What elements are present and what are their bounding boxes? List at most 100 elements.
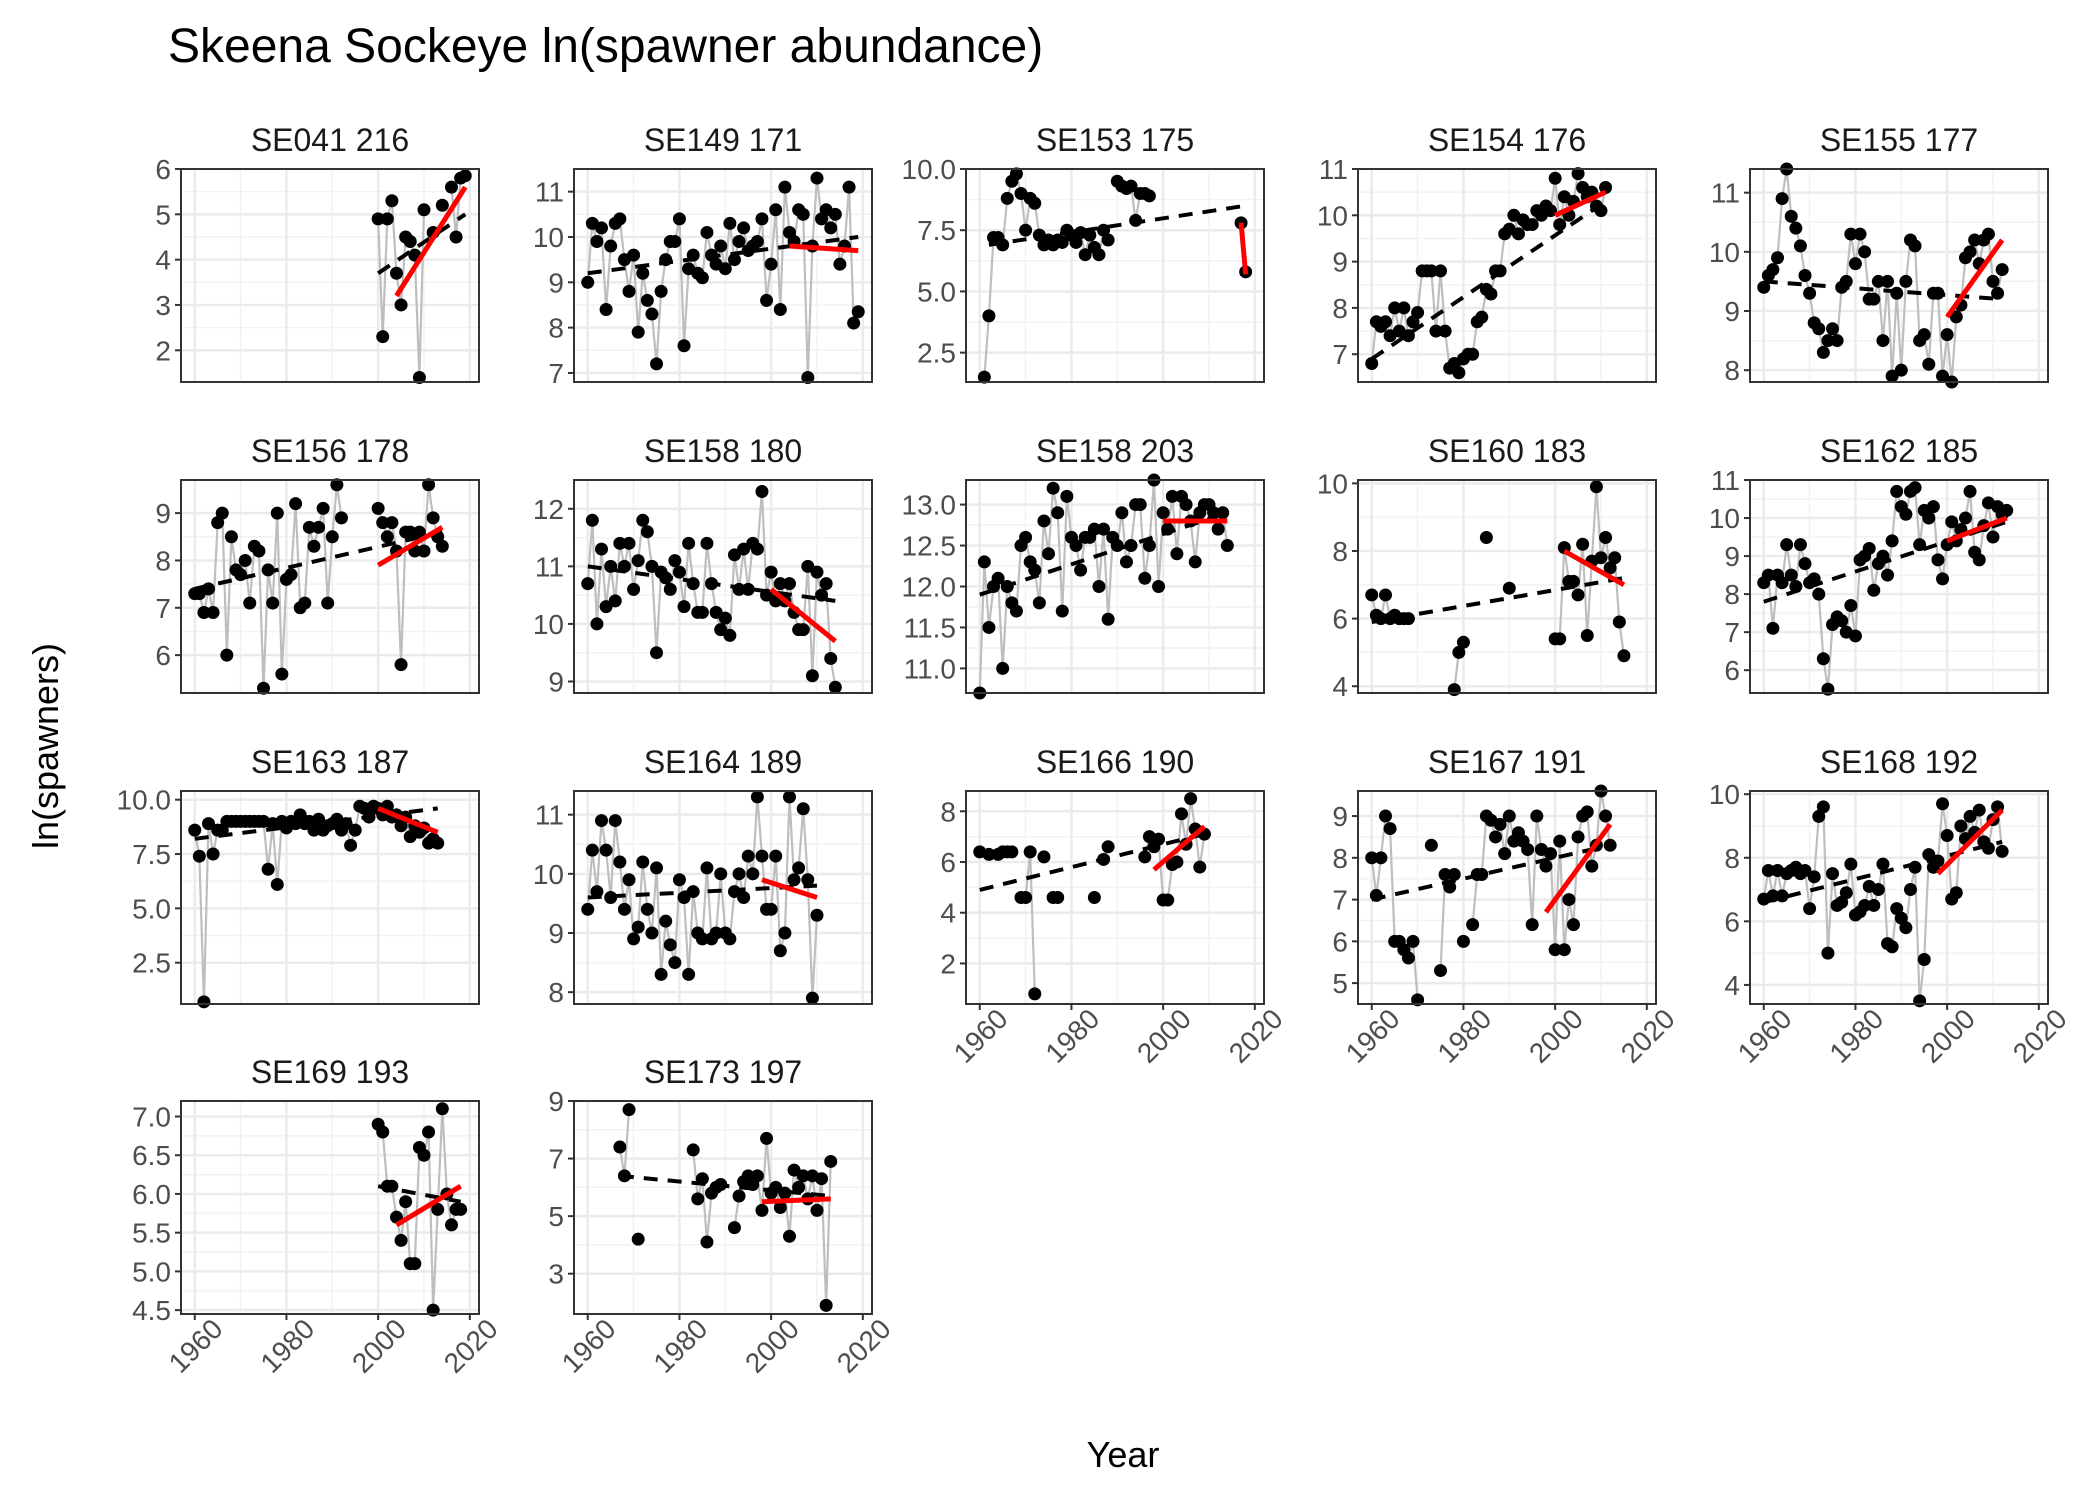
data-point — [714, 867, 728, 881]
data-point — [741, 582, 755, 596]
data-point — [1055, 604, 1069, 618]
facet-panel: SE167 191 5 6 7 8 9 1960 1980 2000 2020 — [1332, 744, 1680, 1069]
y-tick-label: 7.5 — [917, 215, 956, 246]
facet-panel: SE160 183 4 6 8 10 — [1317, 433, 1657, 702]
data-point — [1046, 481, 1060, 495]
data-point — [1571, 167, 1585, 181]
data-point — [760, 293, 774, 307]
facet-panel: SE173 197 3 5 7 9 1960 1980 2000 2020 — [548, 1054, 896, 1379]
panel-border — [573, 1100, 873, 1315]
data-point — [325, 530, 339, 544]
data-point — [422, 1125, 436, 1139]
data-point — [996, 238, 1010, 252]
data-point — [782, 577, 796, 591]
data-point — [1019, 891, 1033, 904]
data-point — [1069, 539, 1083, 553]
recent-trend-line — [1543, 822, 1613, 914]
data-point — [1589, 480, 1603, 494]
data-point — [1812, 587, 1826, 601]
y-tick-label: 5 — [155, 199, 171, 230]
data-point — [1566, 574, 1580, 588]
data-point — [1908, 239, 1922, 253]
data-point — [1170, 547, 1184, 561]
data-point — [1940, 829, 1954, 843]
data-point — [595, 542, 609, 556]
y-tick-label: 10 — [1709, 779, 1740, 810]
data-point — [631, 1232, 645, 1246]
data-point — [819, 577, 833, 591]
data-point — [1936, 797, 1950, 811]
data-point — [764, 565, 778, 579]
data-point — [977, 370, 991, 384]
recent-trend-line — [394, 185, 468, 298]
data-point — [1475, 868, 1489, 882]
data-point — [1502, 809, 1516, 823]
data-point — [1119, 555, 1133, 569]
data-point — [1220, 539, 1234, 553]
y-tick-label: 11 — [535, 551, 564, 582]
data-point — [1894, 363, 1908, 377]
data-point — [764, 257, 778, 271]
facet-strip-label: SE169 193 — [251, 1054, 409, 1090]
data-point — [1055, 235, 1069, 249]
data-point — [682, 536, 696, 550]
facet-strip-label: SE149 171 — [644, 122, 802, 158]
data-point — [1152, 580, 1166, 593]
data-point — [686, 248, 700, 262]
data-point — [1037, 850, 1051, 864]
y-tick-label: 5.0 — [132, 893, 171, 924]
data-point — [1028, 196, 1042, 210]
data-point — [1757, 280, 1771, 294]
x-tick-label: 1960 — [948, 1003, 1014, 1069]
data-point — [764, 902, 778, 916]
data-point — [1401, 329, 1415, 343]
data-point — [769, 849, 783, 863]
data-point — [1991, 286, 2005, 300]
data-point — [750, 542, 764, 556]
panel-border — [1749, 790, 2049, 1005]
data-point — [1553, 632, 1567, 646]
data-point — [1571, 830, 1585, 844]
data-point — [815, 1172, 829, 1186]
y-tick-label: 8 — [1332, 843, 1348, 874]
data-point — [376, 330, 390, 344]
y-tick-label: 4 — [1724, 970, 1740, 1001]
data-point — [408, 1257, 422, 1271]
panel-background — [966, 169, 1264, 382]
data-point — [604, 559, 618, 573]
data-point — [732, 867, 746, 881]
facet-strip-label: SE166 190 — [1036, 744, 1194, 780]
data-point — [1544, 204, 1558, 218]
data-point — [1032, 596, 1046, 610]
data-point — [1110, 539, 1124, 553]
data-point — [1858, 898, 1872, 912]
data-point — [1798, 863, 1812, 877]
data-point — [1826, 867, 1840, 881]
data-point — [1434, 964, 1448, 978]
data-point — [431, 1202, 445, 1216]
data-point — [1484, 287, 1498, 301]
data-point — [1087, 891, 1101, 904]
y-tick-label: 9 — [548, 267, 564, 298]
data-point — [773, 1201, 787, 1214]
y-tick-label: 5.5 — [132, 1218, 171, 1249]
recent-trend-line — [1563, 548, 1626, 587]
data-point — [1821, 946, 1835, 960]
data-point — [599, 302, 613, 316]
data-point — [686, 885, 700, 899]
data-point — [1862, 541, 1876, 555]
data-point — [1867, 583, 1881, 597]
data-point — [215, 506, 229, 520]
data-point — [1000, 191, 1014, 205]
long-term-trend-line — [1371, 843, 1611, 902]
y-tick-label: 7 — [1724, 617, 1740, 648]
data-point — [604, 239, 618, 253]
data-point — [1005, 845, 1019, 859]
data-point — [608, 814, 622, 828]
data-point — [385, 194, 399, 208]
y-tick-label: 8 — [548, 977, 564, 1008]
panel-border — [180, 479, 480, 694]
data-point — [1019, 530, 1033, 544]
panel-border — [1357, 790, 1657, 1005]
data-point — [399, 1195, 413, 1209]
